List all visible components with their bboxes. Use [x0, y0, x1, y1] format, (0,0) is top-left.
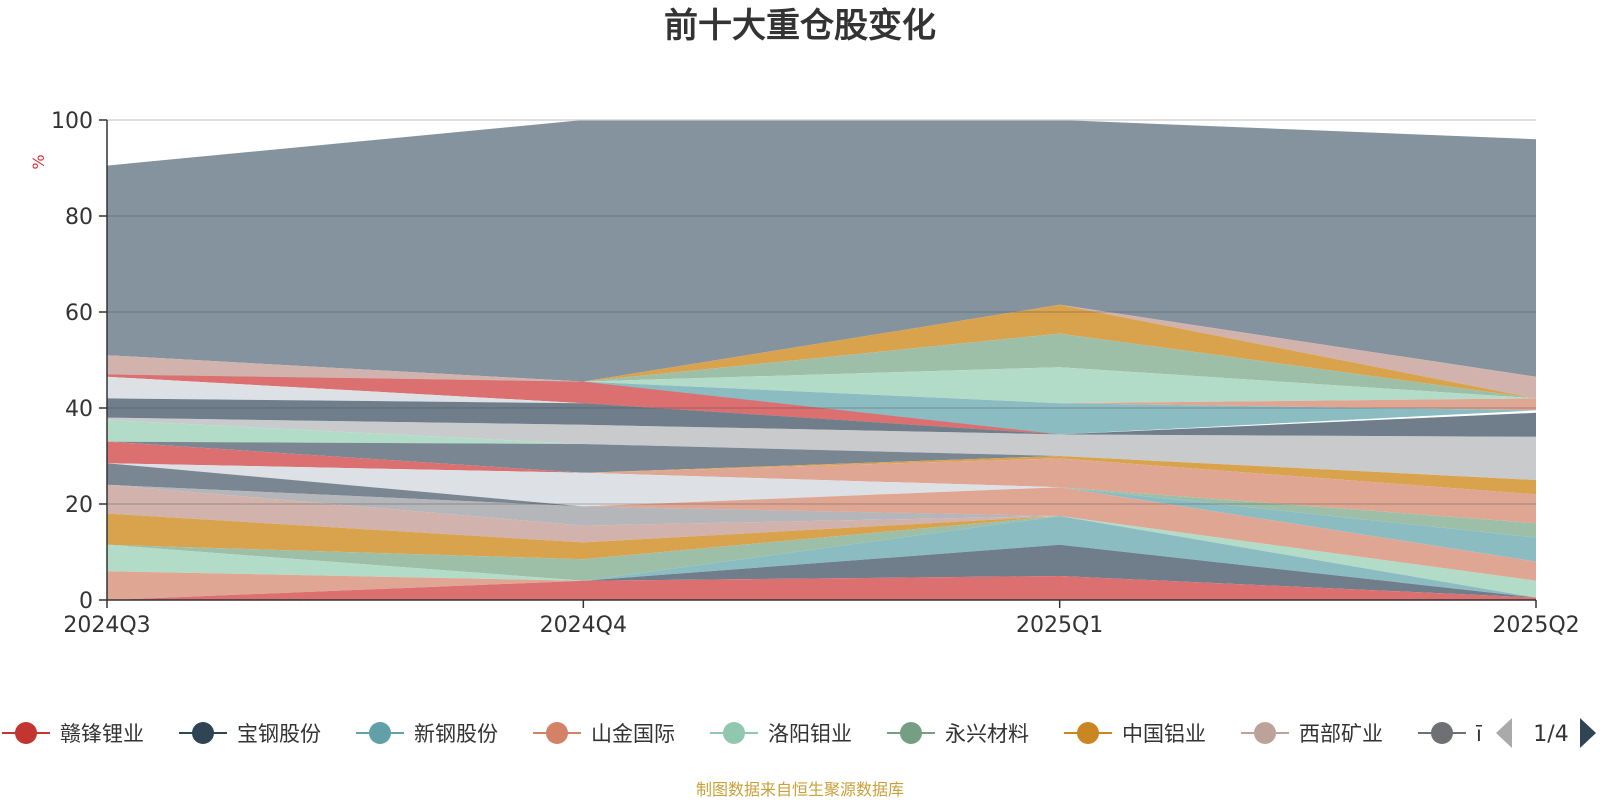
y-tick-label: 40	[65, 397, 93, 422]
area-band-30	[107, 544, 1536, 600]
area-band-11	[107, 417, 1536, 480]
grid-lines	[107, 119, 1536, 505]
legend-marker	[369, 722, 391, 744]
legend-label: 永兴材料	[945, 722, 1029, 746]
x-tick-label: 2025Q1	[1016, 613, 1103, 638]
legend-page-indicator: 1/4	[1533, 722, 1568, 747]
y-tick-label: 60	[65, 301, 93, 326]
x-tick-label: 2024Q3	[63, 613, 150, 638]
area-band-6	[107, 374, 1536, 411]
area-band-23	[107, 484, 1536, 581]
area-band-10	[107, 398, 1536, 437]
y-tick-label: 80	[65, 205, 93, 230]
legend-label: 新钢股份	[414, 722, 498, 746]
legend-next-icon[interactable]	[1580, 718, 1596, 748]
area-band-17	[107, 463, 1536, 524]
legend-label: ī	[1475, 722, 1482, 746]
legend: 赣锋锂业 宝钢股份 新钢股份 山金国际 洛阳钼业 永兴材料 中国铝业 西部矿业 ī 1/4	[2, 712, 1600, 756]
area-bands	[107, 120, 1536, 600]
legend-item[interactable]: 西部矿业	[1241, 722, 1383, 746]
legend-label: 赣锋锂业	[60, 722, 144, 746]
area-band-3	[107, 304, 1536, 399]
legend-item[interactable]: 宝钢股份	[179, 722, 321, 746]
legend-marker	[1077, 722, 1099, 744]
chart-title: 前十大重仓股变化	[664, 6, 936, 46]
legend-marker	[546, 722, 568, 744]
legend-label: 山金国际	[591, 722, 675, 746]
area-band-27	[107, 516, 1536, 598]
legend-marker	[1254, 722, 1276, 744]
area-band-8	[107, 374, 1536, 435]
area-band-20	[107, 484, 1536, 562]
legend-item[interactable]: 新钢股份	[356, 722, 498, 746]
legend-marker	[723, 722, 745, 744]
area-band-28	[107, 516, 1536, 598]
y-tick-label: 100	[51, 109, 93, 134]
area-band-5	[107, 367, 1536, 404]
legend-label: 西部矿业	[1299, 722, 1383, 746]
legend-item[interactable]: 洛阳钼业	[710, 722, 852, 746]
legend-prev-icon[interactable]	[1496, 718, 1512, 748]
legend-item[interactable]: 永兴材料	[887, 722, 1029, 746]
legend-item[interactable]: 中国铝业	[1064, 722, 1206, 746]
legend-marker	[900, 722, 922, 744]
area-band-4	[107, 333, 1536, 399]
area-band-13	[107, 441, 1536, 480]
y-tick-label: 20	[65, 493, 93, 518]
x-tick-label: 2024Q4	[540, 613, 627, 638]
area-band-25	[107, 513, 1536, 581]
area-band-26	[107, 516, 1536, 581]
legend-label: 中国铝业	[1122, 722, 1206, 746]
legend-label: 洛阳钼业	[768, 722, 852, 746]
axes: 0 20 40 60 80 100 2024Q3 2024Q4 2025Q1 2025Q2	[51, 109, 1580, 638]
legend-marker	[1431, 722, 1453, 744]
area-band-14	[107, 441, 1536, 495]
area-band-1	[107, 120, 1536, 382]
y-axis-unit: %	[29, 154, 48, 169]
legend-label: 宝钢股份	[237, 722, 321, 746]
legend-marker	[15, 722, 37, 744]
area-band-15	[107, 441, 1536, 495]
legend-marker	[192, 722, 214, 744]
x-tick-label: 2025Q2	[1492, 613, 1579, 638]
area-band-21	[107, 484, 1536, 581]
source-note: 制图数据来自恒生聚源数据库	[696, 780, 904, 799]
legend-item[interactable]: 山金国际	[533, 722, 675, 746]
legend-item[interactable]: 赣锋锂业	[2, 722, 144, 746]
area-band-16	[107, 458, 1536, 524]
area-band-31	[107, 576, 1536, 600]
legend-item[interactable]: ī	[1418, 722, 1482, 746]
y-tick-label: 0	[79, 589, 93, 614]
